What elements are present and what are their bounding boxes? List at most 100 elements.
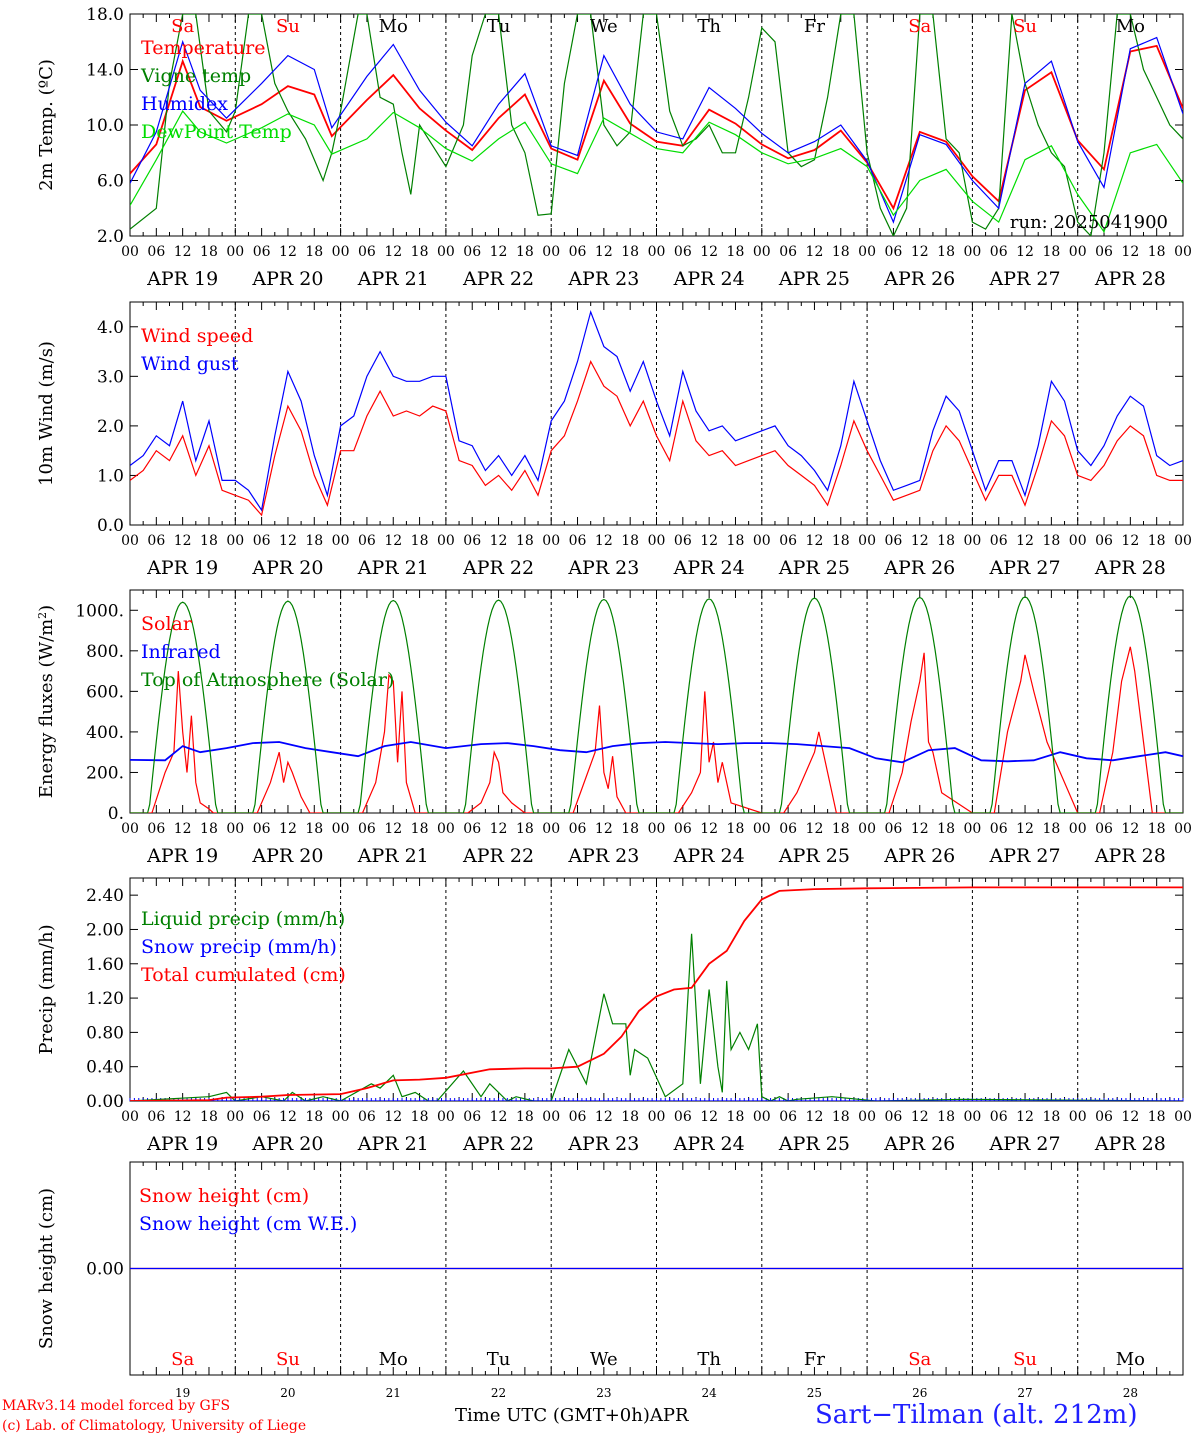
panel-2-hour-label: 00 (332, 821, 350, 837)
panel-1-y-tick-label: 2.0 (97, 417, 124, 437)
panel-3-hour-label: 06 (569, 1109, 587, 1125)
panel-1-date-label: APR 23 (567, 557, 639, 579)
panel-3-date-label: APR 24 (673, 1133, 745, 1155)
panel-0-hour-label: 18 (1148, 244, 1166, 260)
panel-3-hour-label: 18 (621, 1109, 639, 1125)
panel-2-hour-label: 00 (1069, 821, 1087, 837)
run-label: run: 2025041900 (1010, 212, 1168, 233)
panel-2-hour-label: 00 (437, 821, 455, 837)
month-label: APR (649, 1405, 689, 1426)
panel-1-series-1 (130, 309, 1183, 512)
panel-2-hour-label: 06 (463, 821, 481, 837)
panel-3-date-label: APR 25 (778, 1133, 850, 1155)
panel-2-hour-label: 18 (411, 821, 429, 837)
panel-2-hour-label: 18 (937, 821, 955, 837)
panel-3-hour-label: 00 (437, 1109, 455, 1125)
panel-3-hour-label: 18 (411, 1109, 429, 1125)
panel-0-hour-label: 12 (1121, 244, 1139, 260)
panel-3-y-tick-label: 0.40 (86, 1058, 124, 1078)
panel-0-weekday-label: Th (697, 16, 721, 37)
panel-3-hour-label: 06 (779, 1109, 797, 1125)
panel-3-y-tick-label: 0.00 (86, 1092, 124, 1112)
panel-1-hour-label: 00 (1174, 533, 1192, 549)
panel-3-date-label: APR 21 (357, 1133, 429, 1155)
panel-4-weekday-label: Fr (804, 1349, 825, 1370)
panel-0-weekday-label: Su (276, 16, 300, 37)
panel-0-hour-label: 00 (858, 244, 876, 260)
panel-2-series-1 (130, 741, 1183, 764)
panel-0-hour-label: 18 (832, 244, 850, 260)
panel-3-hour-label: 06 (253, 1109, 271, 1125)
panel-3-hour-label: 00 (1069, 1109, 1087, 1125)
panel-0-date-label: APR 21 (357, 268, 429, 290)
panel-1-hour-label: 06 (253, 533, 271, 549)
panel-2-legend-0: Solar (141, 613, 193, 635)
panel-2-date-label: APR 19 (146, 845, 218, 867)
panel-2-hour-label: 00 (542, 821, 560, 837)
panel-1-hour-label: 00 (542, 533, 560, 549)
panel-3-date-label: APR 27 (989, 1133, 1061, 1155)
panel-4-day-number: 23 (596, 1386, 611, 1400)
panel-4-weekday-label: Su (1013, 1349, 1037, 1370)
panel-1-legend-1: Wind gust (141, 353, 239, 375)
panel-0-hour-label: 18 (411, 244, 429, 260)
panel-3-hour-label: 18 (200, 1109, 218, 1125)
panel-0-series-1 (130, 14, 1183, 236)
panel-3-y-tick-label: 1.20 (86, 989, 124, 1009)
panel-2-y-tick-label: 600. (86, 682, 124, 702)
panel-1-y-tick-label: 0.0 (97, 516, 124, 536)
panel-0-hour-label: 18 (305, 244, 323, 260)
panel-2-date-label: APR 20 (251, 845, 323, 867)
panel-3-date-label: APR 28 (1094, 1133, 1166, 1155)
panel-4-day-number: 25 (807, 1386, 822, 1400)
panel-1-hour-label: 06 (885, 533, 903, 549)
panel-1-hour-label: 18 (1148, 533, 1166, 549)
panel-1-y-tick-label: 3.0 (97, 367, 124, 387)
panel-2-hour-label: 06 (569, 821, 587, 837)
panel-3-series-2 (130, 886, 1183, 1101)
panel-4-day-number: 20 (280, 1386, 295, 1400)
panel-3-hour-label: 12 (1121, 1109, 1139, 1125)
panel-3-y-tick-label: 2.00 (86, 920, 124, 940)
panel-1-hour-label: 12 (595, 533, 613, 549)
panel-1-hour-label: 00 (1069, 533, 1087, 549)
panel-2-date-label: APR 25 (778, 845, 850, 867)
panel-4-day-number: 26 (912, 1386, 927, 1400)
panel-3-hour-label: 12 (700, 1109, 718, 1125)
panel-3-legend-0: Liquid precip (mm/h) (141, 908, 345, 930)
panel-0-hour-label: 18 (727, 244, 745, 260)
panel-2-legend-1: Infrared (141, 641, 221, 663)
panel-2-y-tick-label: 400. (86, 723, 124, 743)
panel-0-legend-2: Humidex (141, 93, 228, 115)
panel-1-hour-label: 12 (384, 533, 402, 549)
panel-4-weekday-label: Mo (379, 1349, 408, 1370)
panel-0-hour-label: 00 (753, 244, 771, 260)
panel-1-y-axis-label: 10m Wind (m/s) (36, 341, 57, 486)
panel-3-hour-label: 00 (542, 1109, 560, 1125)
panel-4-weekday-label: Tu (487, 1349, 511, 1370)
panel-1-date-label: APR 28 (1094, 557, 1166, 579)
panel-3-hour-label: 12 (279, 1109, 297, 1125)
panel-2-hour-label: 18 (1042, 821, 1060, 837)
panel-3-y-tick-label: 2.40 (86, 886, 124, 906)
panel-0-series-3 (130, 110, 1183, 234)
panel-0-y-tick-label: 2.0 (97, 227, 124, 247)
panel-3-hour-label: 06 (1095, 1109, 1113, 1125)
panel-4-legend-0: Snow height (cm) (139, 1185, 309, 1207)
panel-1-hour-label: 12 (1121, 533, 1139, 549)
panel-3-hour-label: 00 (1174, 1109, 1192, 1125)
panel-2-date-label: APR 28 (1094, 845, 1166, 867)
panel-2-hour-label: 18 (832, 821, 850, 837)
panel-1-hour-label: 00 (332, 533, 350, 549)
panel-0-hour-label: 06 (358, 244, 376, 260)
panel-4-y-axis-label: Snow height (cm) (36, 1188, 57, 1349)
panel-2-hour-label: 06 (674, 821, 692, 837)
panel-2-hour-label: 12 (384, 821, 402, 837)
panel-2-hour-label: 06 (990, 821, 1008, 837)
panel-2-date-label: APR 21 (357, 845, 429, 867)
panel-1-hour-label: 18 (937, 533, 955, 549)
panel-3-hour-label: 00 (648, 1109, 666, 1125)
panel-3-legend-2: Total cumulated (cm) (141, 964, 346, 986)
panel-1-date-label: APR 26 (883, 557, 955, 579)
